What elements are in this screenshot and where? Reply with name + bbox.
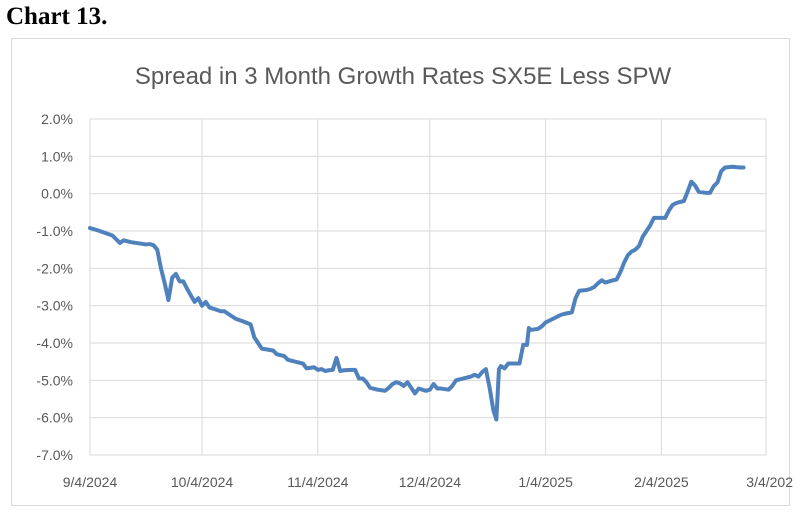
y-tick-label: -7.0% bbox=[36, 447, 73, 463]
x-tick-label: 2/4/2025 bbox=[634, 474, 689, 490]
x-tick-label: 9/4/2024 bbox=[63, 474, 118, 490]
gridlines bbox=[89, 118, 767, 456]
page-heading: Chart 13. bbox=[6, 3, 108, 30]
series-line bbox=[88, 164, 746, 422]
y-tick-label: -3.0% bbox=[36, 298, 73, 314]
x-axis-tick-labels: 9/4/2024 10/4/2024 11/4/2024 12/4/2024 1/4/2… bbox=[63, 474, 793, 490]
chart-frame bbox=[11, 38, 790, 506]
chart-title: Spread in 3 Month Growth Rates SX5E Less… bbox=[135, 63, 672, 90]
y-tick-label: -1.0% bbox=[36, 223, 73, 239]
x-tick-label: 10/4/2024 bbox=[171, 474, 233, 490]
y-tick-label: 0.0% bbox=[41, 186, 73, 202]
series-layer bbox=[88, 164, 746, 422]
x-tick-label: 12/4/2024 bbox=[399, 474, 461, 490]
y-tick-label: -6.0% bbox=[36, 410, 73, 426]
y-tick-label: 2.0% bbox=[41, 111, 73, 127]
y-axis-tick-labels: 2.0% 1.0% 0.0% -1.0% -2.0% -3.0% -4.0% -5.0% -6.… bbox=[36, 111, 73, 463]
y-tick-label: -2.0% bbox=[36, 260, 73, 276]
y-tick-label: 1.0% bbox=[41, 148, 73, 164]
y-tick-label: -4.0% bbox=[36, 335, 73, 351]
y-tick-label: -5.0% bbox=[36, 372, 73, 388]
x-tick-label: 1/4/2025 bbox=[518, 474, 573, 490]
x-tick-label: 11/4/2024 bbox=[287, 474, 348, 490]
x-tick-label: 3/4/202 bbox=[746, 474, 793, 490]
